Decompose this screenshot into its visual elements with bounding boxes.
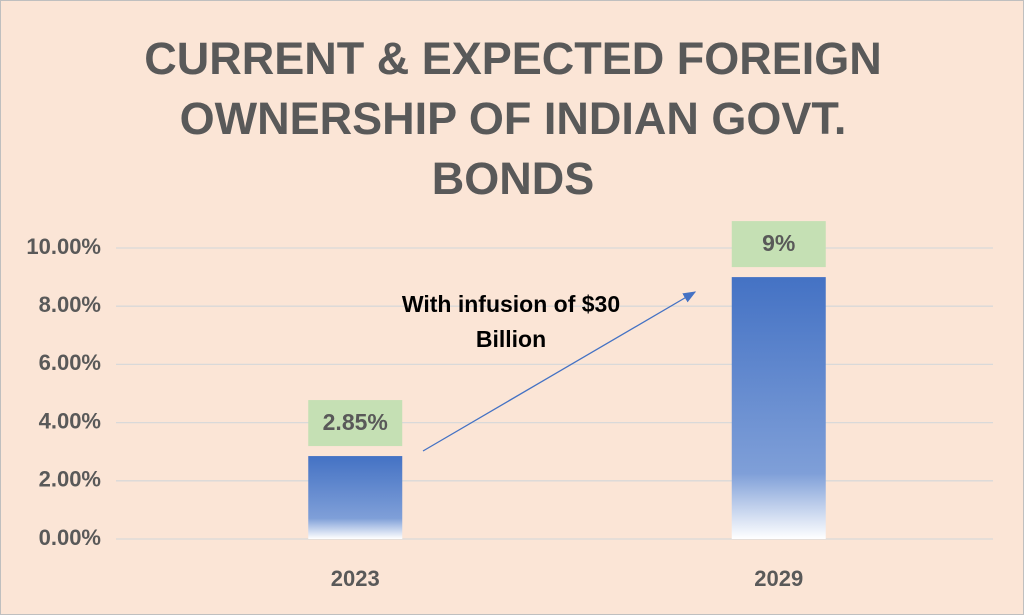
data-label-box	[731, 221, 826, 268]
y-tick-label: 10.00%	[26, 234, 101, 259]
y-tick-label: 4.00%	[39, 408, 101, 433]
annotation: With infusion of $30 Billion	[401, 291, 621, 352]
bar	[731, 277, 826, 539]
y-tick-label: 2.00%	[39, 467, 101, 492]
y-tick-label: 8.00%	[39, 292, 101, 317]
bar	[308, 456, 403, 539]
chart-title: CURRENT & EXPECTED FOREIGN OWNERSHIP OF …	[144, 33, 882, 204]
arrow	[422, 291, 697, 452]
data-label: 2.85%	[323, 409, 388, 435]
data-label: 9%	[762, 230, 795, 256]
y-tick-label: 6.00%	[39, 350, 101, 375]
data-label-box	[308, 400, 403, 447]
x-tick-label: 2029	[754, 566, 803, 591]
y-tick-label: 0.00%	[39, 525, 101, 550]
x-tick-label: 2023	[331, 566, 380, 591]
